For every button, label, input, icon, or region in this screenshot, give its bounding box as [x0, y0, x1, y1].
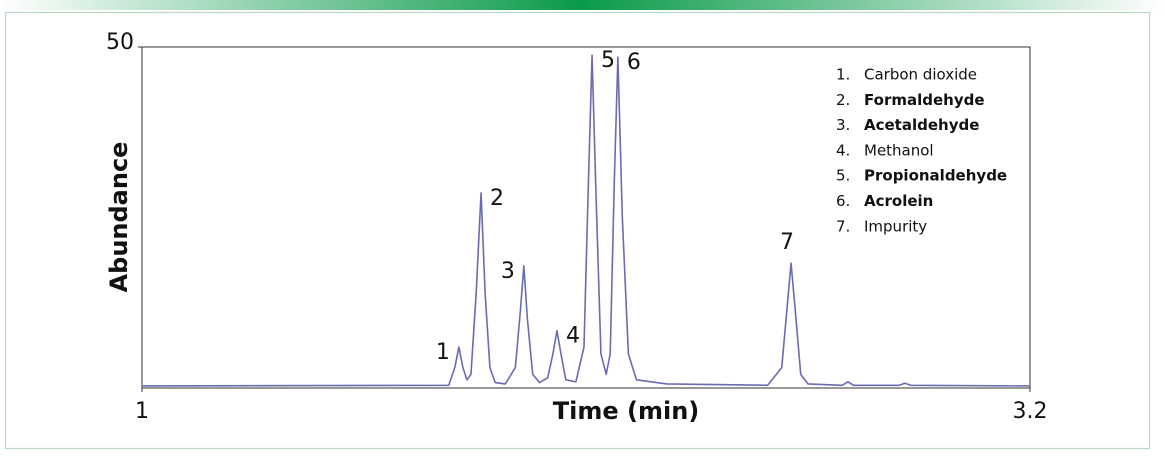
trace: [141, 54, 1031, 387]
peak-label: 1: [436, 340, 450, 365]
legend-number: 1.: [836, 66, 850, 84]
legend-number: 4.: [836, 141, 850, 159]
legend-number: 2.: [836, 91, 850, 109]
x-axis-label: Time (min): [553, 397, 700, 425]
legend-number: 3.: [836, 116, 850, 134]
x-tick-label: 3.2: [1013, 399, 1048, 424]
plot-area: [141, 46, 1031, 389]
top-bar: [0, 0, 1164, 10]
peak-label: 5: [601, 48, 615, 73]
peak-label: 4: [566, 324, 580, 349]
peak-label: 6: [627, 50, 641, 75]
legend-label: Carbon dioxide: [864, 66, 977, 84]
legend-number: 7.: [836, 217, 850, 235]
legend-label: Formaldehyde: [864, 91, 985, 109]
y-tick-label: 50: [106, 30, 134, 55]
x-tick-label: 1: [135, 399, 149, 424]
peak-label: 3: [501, 259, 515, 284]
peak-label: 2: [490, 186, 504, 211]
frame: [4, 11, 1151, 450]
peak-label: 7: [780, 230, 794, 255]
legend-label: Acrolein: [864, 192, 933, 210]
legend-label: Impurity: [864, 217, 927, 235]
y-axis-label: Abundance: [105, 142, 133, 293]
legend-label: Propionaldehyde: [864, 167, 1007, 185]
legend-number: 6.: [836, 192, 850, 210]
legend-label: Methanol: [864, 141, 934, 159]
legend-label: Acetaldehyde: [864, 116, 979, 134]
legend-number: 5.: [836, 167, 850, 185]
